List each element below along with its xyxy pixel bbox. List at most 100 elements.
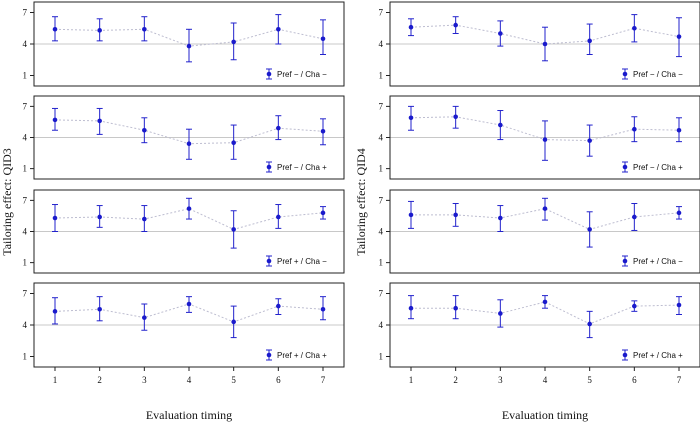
- data-point: [276, 214, 281, 220]
- x-tick-label: 2: [453, 375, 458, 385]
- data-point: [52, 215, 58, 221]
- panel-frame: [389, 189, 700, 274]
- y-tick-label: 4: [379, 320, 384, 330]
- data-point: [276, 125, 281, 131]
- panel-1-1: 1 4 7 Pref − / Cha −: [23, 1, 345, 87]
- x-axis-label-right: Evaluation timing: [502, 408, 588, 422]
- data-point: [408, 24, 414, 30]
- data-point: [231, 39, 236, 45]
- y-tick-label: 7: [379, 195, 384, 205]
- panel-frame: [389, 282, 700, 368]
- x-tick-label: 3: [498, 375, 503, 385]
- x-tick-label: 4: [543, 375, 548, 385]
- data-point: [587, 38, 592, 44]
- y-tick-label: 7: [379, 101, 384, 111]
- legend-label: Pref + / Cha −: [277, 257, 327, 266]
- legend-label: Pref + / Cha +: [633, 351, 683, 360]
- data-point: [453, 212, 458, 218]
- data-point: [97, 28, 102, 33]
- data-point: [408, 115, 414, 121]
- x-tick-label: 6: [632, 375, 637, 385]
- legend-marker: [622, 164, 628, 170]
- legend-marker: [622, 352, 628, 358]
- y-tick-label: 4: [379, 227, 384, 237]
- data-point: [231, 227, 236, 232]
- data-point: [542, 299, 548, 305]
- legend-marker: [266, 352, 272, 358]
- y-axis-label-right: Tailoring effect: QID4: [354, 148, 368, 256]
- y-tick-label: 4: [23, 320, 28, 330]
- panel-2-1: 1 4 7 Pref − / Cha −: [379, 1, 700, 87]
- data-point: [453, 22, 458, 28]
- data-point: [186, 141, 192, 147]
- data-point: [320, 36, 326, 42]
- data-point: [498, 311, 503, 316]
- x-tick-label: 3: [142, 375, 147, 385]
- y-tick-label: 7: [23, 8, 28, 18]
- legend-marker: [622, 258, 628, 264]
- x-tick-label: 1: [409, 375, 414, 385]
- panel-1-4: 1 4 7 1 2 3 4 5 6 7 Pref + / Cha +: [23, 282, 345, 385]
- data-point: [676, 34, 682, 39]
- legend-label: Pref − / Cha +: [277, 163, 327, 172]
- x-tick-label: 7: [677, 375, 682, 385]
- legend-marker: [266, 164, 272, 170]
- y-tick-label: 1: [379, 71, 384, 81]
- data-point: [587, 138, 592, 143]
- x-tick-label: 4: [187, 375, 192, 385]
- y-tick-label: 7: [379, 8, 384, 18]
- y-tick-label: 1: [23, 164, 28, 174]
- y-tick-label: 7: [23, 289, 28, 299]
- plot-area: 1 4 7 Pref − / Cha − 1 4 7 Pref − / Cha + 1 4 7 Pre…: [23, 1, 700, 385]
- data-point: [186, 43, 192, 49]
- y-tick-label: 1: [379, 352, 384, 362]
- data-point: [142, 216, 147, 222]
- y-tick-label: 1: [379, 164, 384, 174]
- panel-frame: [389, 95, 700, 180]
- y-tick-label: 7: [379, 289, 384, 299]
- x-tick-label: 1: [53, 375, 58, 385]
- legend-label: Pref − / Cha −: [277, 70, 327, 79]
- y-axis-label-left: Tailoring effect: QID3: [0, 148, 14, 256]
- y-tick-label: 7: [23, 195, 28, 205]
- data-point: [52, 117, 58, 123]
- data-point: [498, 122, 503, 128]
- data-point: [676, 210, 682, 216]
- x-tick-label: 5: [587, 375, 592, 385]
- legend-marker: [622, 71, 628, 77]
- data-point: [97, 214, 102, 220]
- x-tick-label: 5: [231, 375, 236, 385]
- y-tick-label: 4: [23, 227, 28, 237]
- x-axis-label-left: Evaluation timing: [146, 408, 232, 422]
- panel-1-2: 1 4 7 Pref − / Cha +: [23, 95, 345, 180]
- panel-frame: [33, 1, 345, 87]
- data-point: [542, 206, 548, 211]
- data-point: [186, 206, 192, 211]
- data-point: [542, 41, 548, 47]
- data-point: [542, 137, 548, 142]
- data-point: [587, 227, 592, 232]
- x-tick-label: 7: [321, 375, 326, 385]
- data-point: [632, 126, 637, 132]
- data-point: [276, 27, 281, 32]
- data-point: [453, 114, 458, 120]
- data-point: [498, 31, 503, 36]
- data-point: [276, 303, 281, 309]
- data-point: [97, 118, 102, 124]
- data-point: [231, 140, 236, 145]
- y-tick-label: 1: [23, 258, 28, 268]
- y-tick-label: 4: [379, 39, 384, 49]
- panel-1-3: 1 4 7 Pref + / Cha −: [23, 189, 345, 274]
- y-tick-label: 1: [23, 71, 28, 81]
- y-tick-label: 1: [379, 258, 384, 268]
- legend-label: Pref + / Cha −: [633, 257, 683, 266]
- legend-label: Pref − / Cha +: [633, 163, 683, 172]
- data-point: [498, 215, 503, 221]
- data-point: [320, 306, 326, 312]
- panel-frame: [389, 1, 700, 87]
- data-point: [632, 303, 637, 309]
- data-point: [320, 210, 326, 216]
- panel-2-4: 1 4 7 1 2 3 4 5 6 7 Pref + / Cha +: [379, 282, 700, 385]
- panel-2-2: 1 4 7 Pref − / Cha +: [379, 95, 700, 180]
